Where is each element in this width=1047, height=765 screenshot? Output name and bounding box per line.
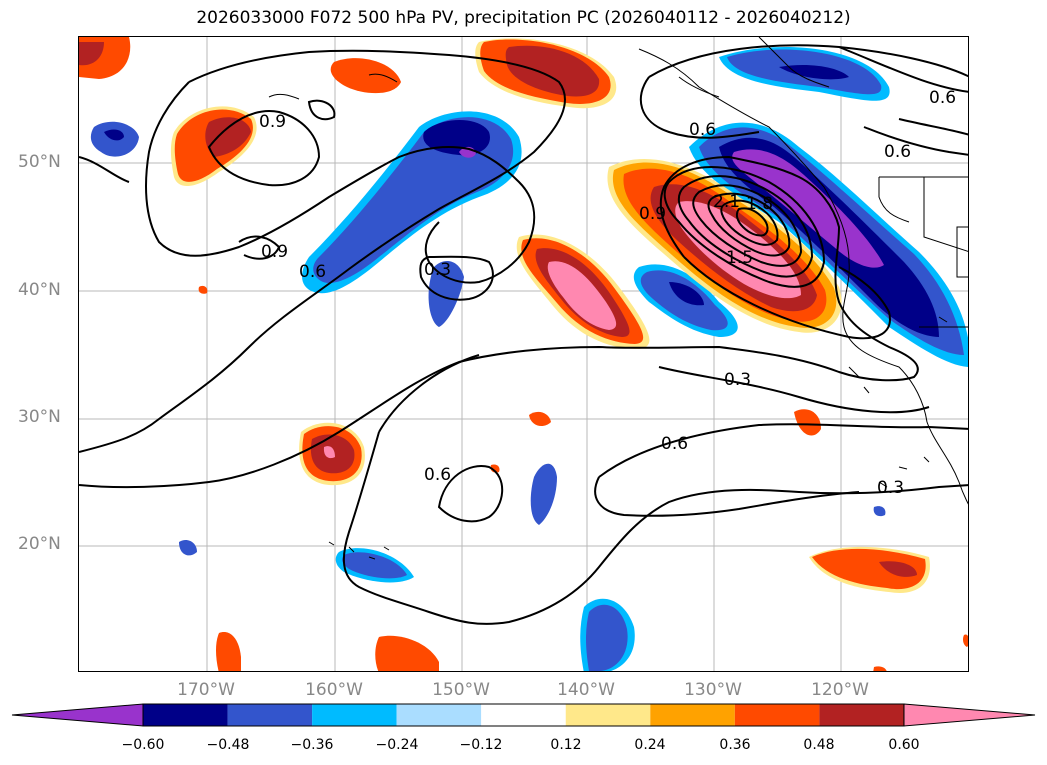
colorbar-extend-min [11, 703, 144, 727]
lat-label-40n: 40°N [18, 280, 61, 300]
colorbar-tick: −0.36 [290, 737, 334, 753]
colorbar-tick: −0.48 [206, 737, 250, 753]
colorbar-tick: 0.36 [719, 737, 751, 753]
colorbar-segment [227, 704, 313, 726]
negative-precip-regions [90, 47, 968, 671]
colorbar-extend-max [903, 703, 1036, 727]
lon-label-170w: 170°W [177, 680, 235, 700]
colorbar-segment [819, 704, 904, 726]
contour-label: 0.3 [877, 478, 904, 498]
colorbar-tick: −0.60 [121, 737, 165, 753]
contour-label: 1.8 [746, 194, 773, 214]
colorbar-segment [143, 704, 228, 726]
contour-label: 0.6 [929, 88, 956, 108]
contour-label: 0.6 [424, 465, 451, 485]
colorbar-tick: 0.48 [803, 737, 835, 753]
contour-label: 1.5 [726, 248, 753, 268]
colorbar-segment [481, 704, 566, 726]
colorbar-tick: 0.60 [888, 737, 920, 753]
lon-label-140w: 140°W [557, 680, 615, 700]
colorbar-segment [312, 704, 397, 726]
map-canvas: 0.9 0.9 0.6 0.3 0.9 0.6 0.6 1.5 2.1 1.8 … [79, 37, 968, 671]
lat-label-20n: 20°N [18, 534, 61, 554]
lon-label-130w: 130°W [684, 680, 742, 700]
contour-label: 0.3 [424, 260, 451, 280]
colorbar-tick: −0.12 [459, 737, 503, 753]
contour-label: 0.6 [299, 262, 326, 282]
colorbar-tick: −0.24 [375, 737, 419, 753]
pv-contours [79, 44, 968, 625]
lat-label-30n: 30°N [18, 407, 61, 427]
map-title: 2026033000 F072 500 hPa PV, precipitatio… [196, 8, 851, 28]
positive-precip-regions [79, 37, 968, 671]
pv-contours-high [663, 166, 826, 288]
colorbar-segments [11, 703, 1036, 727]
colorbar-tick: 0.24 [634, 737, 666, 753]
contour-label: 0.6 [884, 142, 911, 162]
contour-label: 0.6 [689, 120, 716, 140]
lon-label-160w: 160°W [305, 680, 363, 700]
contour-label: 0.3 [724, 370, 751, 390]
colorbar-segment [565, 704, 651, 726]
colorbar-segment [734, 704, 820, 726]
contour-label: 0.9 [261, 242, 288, 262]
contour-label: 2.1 [713, 192, 740, 212]
lon-label-120w: 120°W [811, 680, 869, 700]
colorbar-segment [650, 704, 735, 726]
map-plot-area: 0.9 0.9 0.6 0.3 0.9 0.6 0.6 1.5 2.1 1.8 … [78, 36, 969, 672]
lon-label-150w: 150°W [432, 680, 490, 700]
contour-label: 0.6 [661, 434, 688, 454]
contour-label: 0.9 [259, 112, 286, 132]
colorbar-tick: 0.12 [550, 737, 582, 753]
colorbar-segment [396, 704, 482, 726]
colorbar [11, 703, 1036, 727]
colorbar-outline [142, 703, 905, 727]
contour-label: 0.9 [639, 204, 666, 224]
lat-label-50n: 50°N [18, 152, 61, 172]
pv-contour-labels: 0.9 0.9 0.6 0.3 0.9 0.6 0.6 1.5 2.1 1.8 … [259, 88, 956, 498]
